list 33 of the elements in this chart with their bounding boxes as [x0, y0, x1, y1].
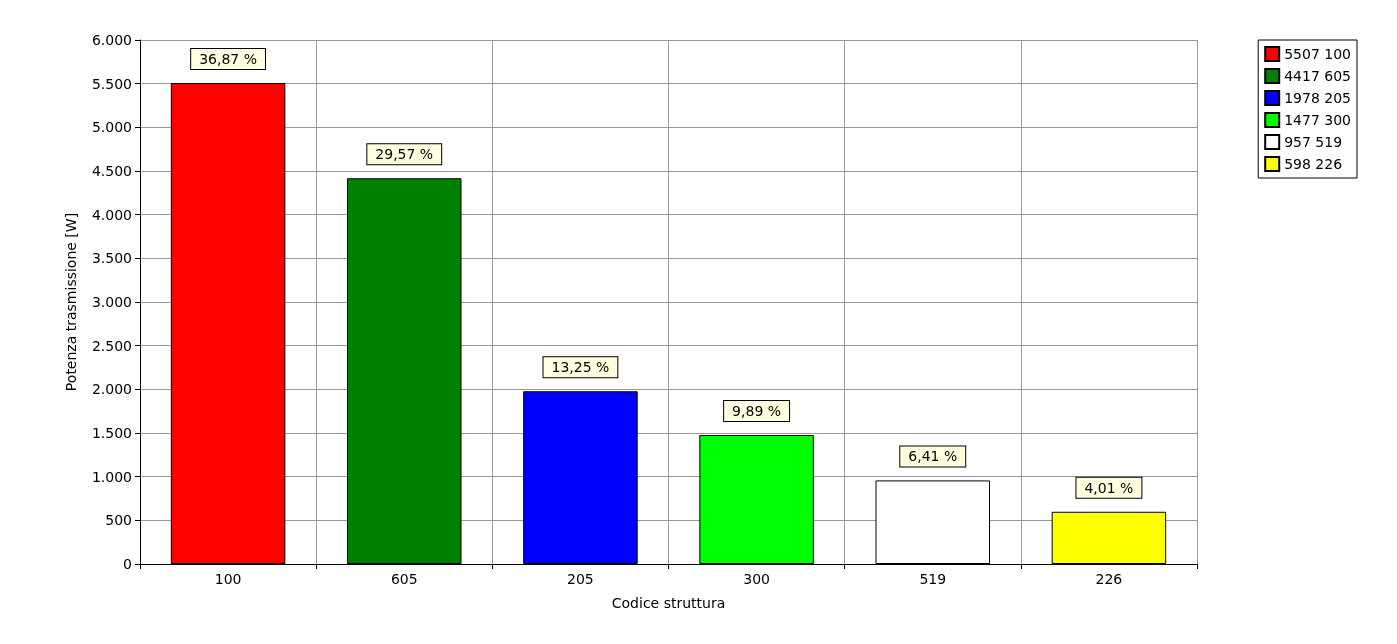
y-tick-label: 5.000 [91, 119, 132, 136]
legend-label: 598 226 [1284, 156, 1343, 172]
y-tick-label: 1.000 [91, 468, 132, 485]
y-tick-label: 5.500 [91, 75, 132, 92]
annotation: 9,89 % [732, 403, 782, 420]
x-tick-label: 519 [919, 571, 947, 587]
y-tick-label: 6.000 [91, 32, 132, 48]
annotation: 29,57 % [375, 146, 434, 163]
y-tick-label: 4.000 [91, 206, 132, 223]
y-tick-label: 4.500 [91, 163, 132, 179]
annotation: 36,87 % [199, 51, 258, 68]
y-tick-label: 500 [105, 512, 132, 529]
legend-label: 5507 100 [1284, 46, 1352, 62]
annotation: 6,41 % [908, 448, 958, 465]
legend-label: 1477 300 [1284, 112, 1352, 128]
x-tick-label: 100 [214, 571, 242, 587]
legend-label: 1978 205 [1284, 90, 1352, 106]
y-tick-label: 1.500 [91, 425, 132, 441]
y-tick-label: 2.000 [91, 381, 132, 398]
y-tick-label: 0 [123, 556, 132, 572]
x-tick-label: 205 [567, 571, 594, 587]
y-tick-label: 3.500 [91, 250, 132, 267]
legend-label: 957 519 [1284, 134, 1343, 150]
y-tick-label: 2.500 [91, 337, 132, 354]
legend-label: 4417 605 [1284, 68, 1352, 84]
x-tick-label: 300 [743, 571, 770, 587]
y-tick-label: 3.000 [91, 294, 132, 310]
x-axis-title: Codice struttura [611, 595, 726, 611]
x-tick-label: 605 [390, 571, 418, 587]
x-tick-label: 226 [1095, 571, 1123, 587]
annotation: 13,25 % [551, 359, 610, 376]
annotation: 4,01 % [1084, 479, 1134, 496]
y-axis-title: Potenza trasmissione [W] [63, 212, 79, 392]
